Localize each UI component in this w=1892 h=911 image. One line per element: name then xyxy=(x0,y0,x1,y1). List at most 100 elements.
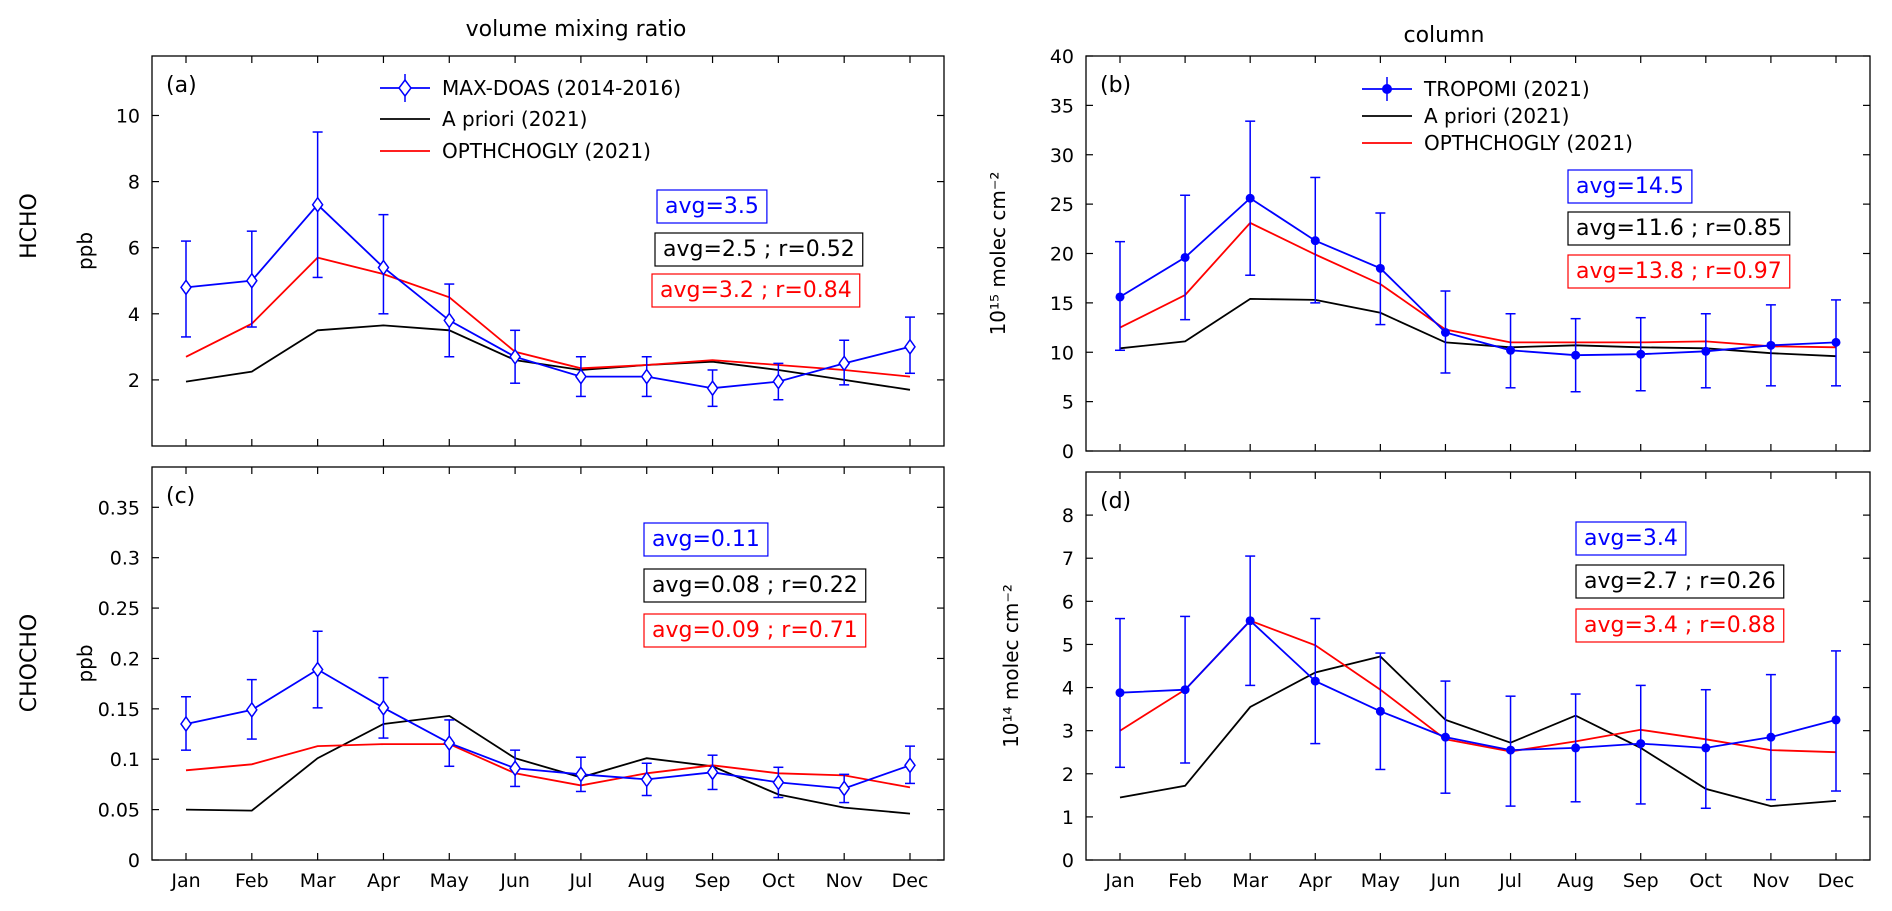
y-tick-label: 25 xyxy=(1050,194,1074,216)
stats-box xyxy=(1575,521,1687,556)
panel-d-chocho-column: 0 1 2 3 4 5 6 7 8 Jan Feb Mar Apr May Jun Jul Aug Sep Oct N… xyxy=(999,471,1871,892)
data-point-diamond xyxy=(377,699,390,717)
right-column-title: column xyxy=(1404,23,1485,48)
x-tick-label: Aug xyxy=(1557,870,1594,892)
data-point-diamond xyxy=(574,368,587,385)
series-line-apriori xyxy=(185,714,911,815)
stats-text: avg=3.5 xyxy=(665,194,759,219)
data-point xyxy=(1831,337,1841,347)
stats-box xyxy=(643,522,769,557)
data-point-diamond xyxy=(772,373,785,390)
data-point-diamond xyxy=(640,368,653,385)
y-tick-label: 3 xyxy=(1062,721,1074,743)
y-tick-label: 5 xyxy=(1062,392,1074,414)
left-column-title: volume mixing ratio xyxy=(466,17,687,42)
data-point xyxy=(1571,350,1581,360)
series-line-maxdoas xyxy=(1119,619,1837,752)
series-line-opthchogly xyxy=(185,743,911,789)
stats-text: avg=2.7 ; r=0.26 xyxy=(1584,569,1776,594)
y-tick-label: 8 xyxy=(1062,505,1074,527)
stats-text: avg=3.4 xyxy=(1584,526,1678,551)
data-point xyxy=(1310,236,1320,246)
stats-box xyxy=(1567,169,1693,204)
y-tick-label: 4 xyxy=(1062,678,1074,700)
x-tick-label: Sep xyxy=(1623,870,1659,892)
stats-box xyxy=(643,613,867,648)
y-tick-label: 30 xyxy=(1050,145,1074,167)
legend-label: OPTHCHOGLY (2021) xyxy=(1424,131,1633,155)
y-tick-label: 6 xyxy=(128,238,140,260)
y-tick-label: 0.15 xyxy=(98,699,140,721)
x-tick-label: Dec xyxy=(892,870,929,892)
stats-box xyxy=(1567,211,1791,246)
stats-text: avg=0.11 xyxy=(652,527,760,552)
legend-label: TROPOMI (2021) xyxy=(1423,77,1590,101)
series-line-maxdoas xyxy=(1119,197,1837,357)
series-line-apriori xyxy=(1119,655,1837,808)
data-point-diamond xyxy=(509,348,522,366)
panel-label: (c) xyxy=(166,484,195,509)
panel-label: (a) xyxy=(166,73,197,98)
data-point-diamond xyxy=(509,760,522,777)
stats-text: avg=11.6 ; r=0.85 xyxy=(1576,216,1782,241)
legend-marker-diamond xyxy=(398,78,412,98)
data-point-diamond xyxy=(838,355,851,372)
data-point-diamond xyxy=(838,780,851,797)
data-point xyxy=(1440,732,1450,742)
x-tick-label: Apr xyxy=(1299,870,1332,892)
y-tick-label: 0.1 xyxy=(110,749,140,771)
legend-label: MAX-DOAS (2014-2016) xyxy=(442,76,681,100)
data-point xyxy=(1180,685,1190,695)
x-tick-label: Aug xyxy=(628,870,665,892)
stats-text: avg=0.08 ; r=0.22 xyxy=(652,573,858,598)
stats-box xyxy=(656,189,768,224)
x-tick-label: Nov xyxy=(1752,870,1789,892)
data-point xyxy=(1766,340,1776,350)
legend-label: A priori (2021) xyxy=(442,107,587,131)
data-point xyxy=(1245,193,1255,203)
data-point-diamond xyxy=(574,766,587,783)
data-point xyxy=(1375,706,1385,716)
data-point xyxy=(1636,349,1646,359)
y-tick-label: 4 xyxy=(128,304,140,326)
series-line-apriori xyxy=(1119,297,1837,358)
x-tick-label: May xyxy=(1361,870,1400,892)
legend-label: A priori (2021) xyxy=(1424,104,1569,128)
x-tick-label: Jul xyxy=(1498,870,1522,892)
series-line-opthchogly xyxy=(185,256,911,378)
stats-box xyxy=(1575,564,1785,599)
plot-frame xyxy=(151,466,945,861)
x-tick-label: Dec xyxy=(1818,870,1855,892)
data-point-diamond xyxy=(443,734,456,752)
series-line-opthchogly xyxy=(1119,221,1837,349)
y-tick-label: 2 xyxy=(128,370,140,392)
y-tick-label: 1 xyxy=(1062,807,1074,829)
data-point-diamond xyxy=(377,259,390,276)
data-point-diamond xyxy=(245,272,258,290)
panel-label: (b) xyxy=(1100,73,1131,98)
y-tick-label: 2 xyxy=(1062,764,1074,786)
y-tick-label: 0 xyxy=(128,850,140,872)
data-point xyxy=(1506,345,1516,355)
x-tick-label: Jun xyxy=(499,870,530,892)
data-point xyxy=(1245,616,1255,626)
stats-box xyxy=(643,568,867,603)
stats-box xyxy=(651,273,861,308)
y-tick-label: 0 xyxy=(1062,850,1074,872)
data-point xyxy=(1375,263,1385,273)
data-point xyxy=(1506,745,1516,755)
stats-box xyxy=(1567,254,1791,289)
y-tick-label: 20 xyxy=(1050,244,1074,266)
data-point-diamond xyxy=(904,756,916,774)
legend-marker-dot xyxy=(1382,84,1392,94)
x-tick-label: Feb xyxy=(1168,870,1202,892)
stats-text: avg=3.4 ; r=0.88 xyxy=(1584,613,1776,638)
data-point-diamond xyxy=(180,715,192,733)
data-point xyxy=(1571,743,1581,753)
data-point-diamond xyxy=(904,338,916,356)
data-point-diamond xyxy=(443,312,456,329)
data-point-diamond xyxy=(706,764,719,781)
data-point xyxy=(1310,676,1320,686)
data-point xyxy=(1636,739,1646,749)
